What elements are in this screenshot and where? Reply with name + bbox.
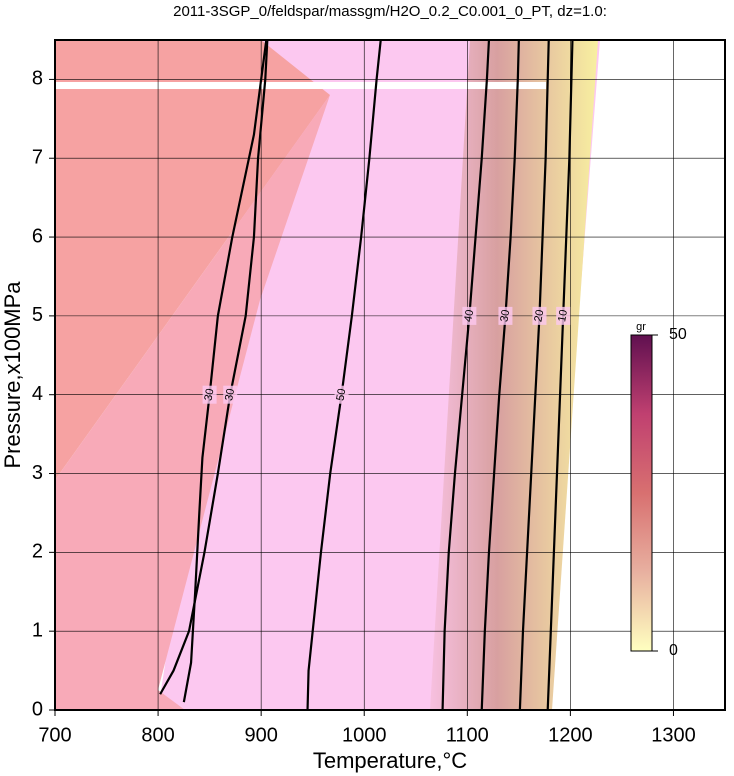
contour-label-bg: [202, 385, 217, 404]
colorbar-label: gr: [636, 321, 646, 333]
x-axis-label: Temperature,°C: [313, 748, 467, 773]
contour-label-bg: [223, 385, 238, 404]
x-tick-label: 900: [244, 724, 277, 746]
y-tick-label: 5: [32, 304, 43, 326]
contour-label: 30: [203, 388, 217, 402]
x-tick-label: 1300: [651, 724, 696, 746]
contour-line: [546, 39, 574, 711]
y-tick-label: 6: [32, 225, 43, 247]
colorbar: [630, 334, 653, 652]
colorbar-tick-label: 50: [669, 326, 687, 343]
contour-label-bg: [462, 306, 477, 325]
background-fields: [55, 40, 725, 710]
colorbar-tick-label: 0: [669, 642, 678, 659]
x-tick-label: 1100: [446, 724, 489, 746]
y-tick-label: 0: [32, 698, 43, 720]
contours: 30 30 50 40 30 20 10: [159, 39, 574, 711]
contour-label-bg: [556, 306, 571, 325]
y-axis-label: Pressure,x100MPa: [0, 281, 25, 469]
chart-title: 2011-3SGP_0/feldspar/massgm/H2O_0.2_C0.0…: [173, 3, 607, 20]
y-tick-label: 4: [32, 383, 43, 405]
contour-line: [182, 39, 268, 703]
contour-label: 20: [532, 309, 546, 323]
y-tick-label: 8: [32, 68, 43, 90]
contour-line: [441, 39, 491, 711]
x-tick-label: 700: [38, 724, 71, 746]
contour-label-bg: [498, 306, 513, 325]
y-tick-label: 1: [32, 619, 43, 641]
x-tick-label: 1200: [548, 724, 593, 746]
plot-frame: [54, 39, 726, 711]
contour-label: 40: [462, 309, 476, 323]
grid: [54, 40, 725, 711]
contour-line: [518, 39, 550, 711]
contour-label: 10: [556, 309, 570, 323]
y-tick-label: 2: [32, 541, 43, 563]
y-tick-label: 7: [32, 147, 43, 169]
x-tick-label: 1000: [342, 724, 387, 746]
contour-line: [480, 39, 520, 711]
contour-label-bg: [334, 385, 349, 404]
x-tick-label: 800: [141, 724, 174, 746]
contour-label: 50: [334, 388, 348, 402]
contour-label-bg: [532, 306, 547, 325]
contour-label: 30: [223, 388, 237, 402]
contour-label: 30: [498, 309, 512, 323]
y-tick-label: 3: [32, 462, 43, 484]
